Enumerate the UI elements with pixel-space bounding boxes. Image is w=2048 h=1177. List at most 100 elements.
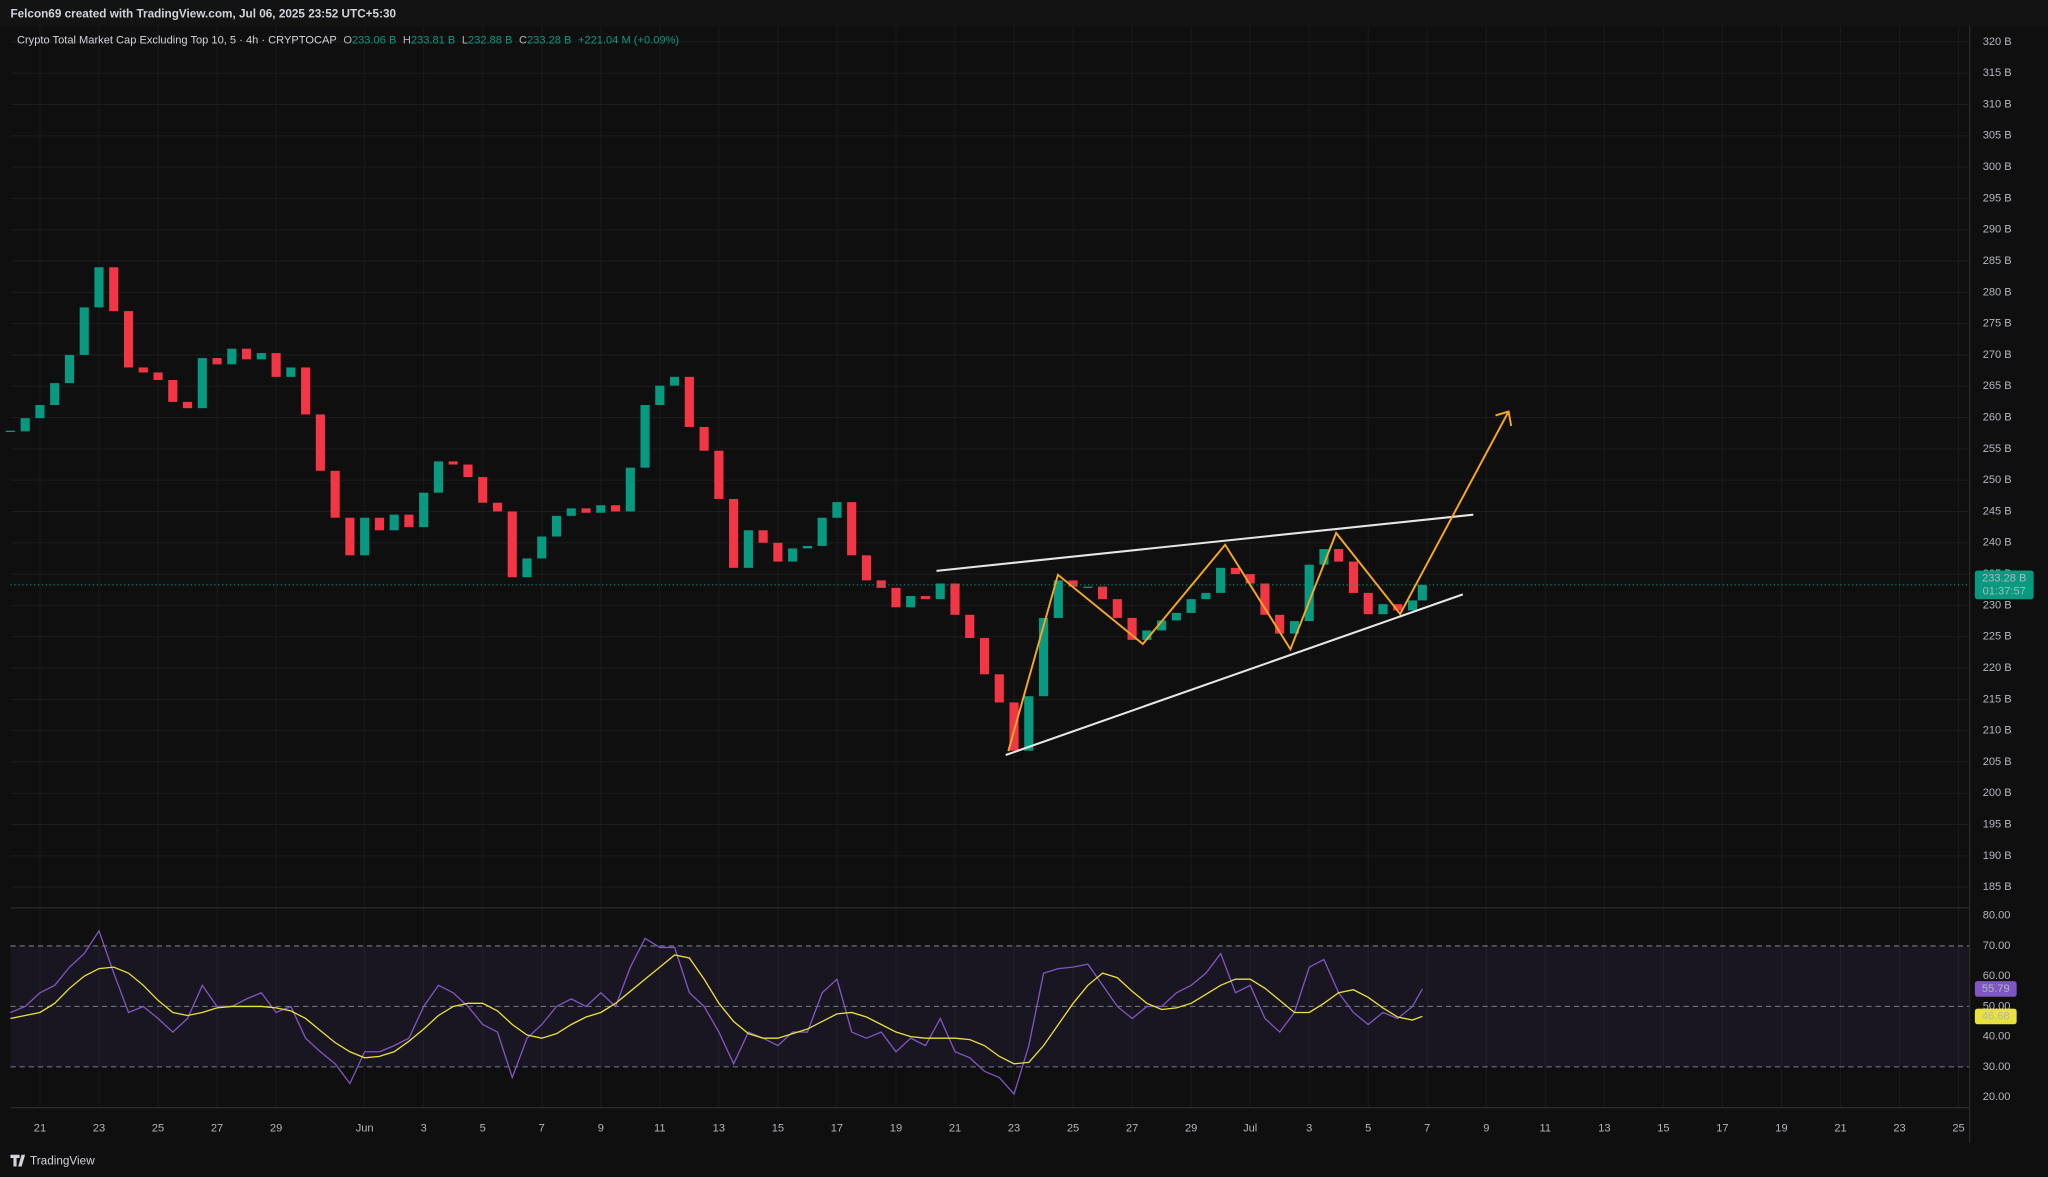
candle: [478, 477, 488, 503]
candle: [1289, 621, 1300, 634]
projection-path: [1007, 411, 1510, 752]
x-tick-label: 21: [1834, 1123, 1846, 1135]
candle: [507, 511, 517, 578]
candle: [5, 430, 16, 432]
candle: [655, 385, 665, 406]
rsi-pane: [10, 945, 1970, 1068]
ohlc-value: 233.28 B: [527, 35, 571, 47]
x-tick-label: 9: [598, 1123, 604, 1135]
x-tick-label: 27: [211, 1123, 223, 1135]
y-tick-label: 220 B: [1983, 662, 2012, 674]
x-tick-label: 3: [421, 1123, 427, 1135]
candle: [492, 502, 503, 512]
candle: [1393, 604, 1403, 611]
candle: [1216, 567, 1226, 593]
x-tick-label: Jun: [356, 1123, 374, 1135]
candle: [1348, 561, 1359, 593]
resistance-trendline: [936, 513, 1474, 572]
footer: TradingView: [10, 1154, 95, 1167]
author-line: Felcon69 created with TradingView.com, J…: [10, 8, 396, 21]
x-tick-label: 29: [270, 1123, 282, 1135]
x-tick-label: 13: [1598, 1123, 1610, 1135]
y-tick-label: 205 B: [1983, 756, 2012, 768]
brand-logo: [10, 1154, 26, 1167]
rsi-value-label: 55.79: [1982, 983, 2010, 995]
candle: [1009, 702, 1019, 751]
candle: [1157, 620, 1167, 631]
candle: [1083, 586, 1093, 588]
x-tick-label: 11: [1540, 1123, 1552, 1135]
y-tick-label: 280 B: [1983, 286, 2012, 298]
candle: [360, 517, 370, 556]
candle: [345, 517, 355, 556]
x-tick-label: 27: [1126, 1123, 1138, 1135]
x-tick-label: 25: [1067, 1123, 1079, 1135]
y-tick-label: 285 B: [1983, 255, 2012, 267]
candle: [920, 596, 931, 600]
candle: [1112, 599, 1122, 618]
x-tick-label: 21: [949, 1123, 961, 1135]
candle: [861, 555, 872, 581]
candle: [994, 674, 1004, 703]
x-tick-label: 9: [1483, 1123, 1489, 1135]
x-tick-label: 3: [1306, 1123, 1312, 1135]
candle: [537, 536, 547, 559]
y-tick-label: 210 B: [1983, 725, 2012, 737]
price-label-box: [1974, 570, 2034, 600]
ohlc-key: L: [462, 35, 468, 47]
candle: [433, 461, 444, 493]
candle: [743, 530, 753, 568]
candle: [773, 542, 783, 562]
x-tick-label: 21: [34, 1123, 46, 1135]
candle: [876, 580, 886, 588]
candle: [138, 367, 148, 373]
candle: [581, 508, 591, 513]
y-tick-label: 225 B: [1983, 631, 2012, 643]
candle: [20, 418, 30, 432]
x-tick-label: 7: [539, 1123, 545, 1135]
candle: [1186, 599, 1196, 613]
y-tick-label: 270 B: [1983, 349, 2012, 361]
candle: [463, 464, 473, 478]
candle: [64, 354, 75, 384]
x-tick-label: 7: [1424, 1123, 1430, 1135]
x-tick-label: 15: [1657, 1123, 1669, 1135]
axes: 185 B 190 B 195 B 200 B 205 B 210 B 215 B 220 B…: [34, 36, 2034, 1135]
y-tick-label: 240 B: [1983, 537, 2012, 549]
candle: [566, 508, 576, 516]
candle: [1378, 604, 1388, 615]
rsi-tick-label: 20.00: [1983, 1091, 2011, 1103]
rsi-line: [10, 929, 1423, 1096]
candle: [640, 405, 650, 468]
y-tick-label: 275 B: [1983, 318, 2012, 330]
candle: [123, 311, 134, 368]
candle: [1230, 567, 1240, 575]
candle: [935, 583, 945, 600]
y-tick-label: 295 B: [1983, 192, 2012, 204]
y-tick-label: 300 B: [1983, 161, 2012, 173]
x-tick-label: 19: [1775, 1123, 1787, 1135]
candle: [758, 530, 768, 543]
y-tick-label: 230 B: [1983, 599, 2012, 611]
candle: [389, 514, 399, 531]
y-tick-label: 265 B: [1983, 380, 2012, 392]
candle: [197, 358, 207, 409]
y-tick-label: 255 B: [1983, 443, 2012, 455]
candle: [729, 498, 739, 568]
candle: [256, 353, 266, 360]
candle: [79, 307, 89, 355]
x-tick-label: 19: [890, 1123, 902, 1135]
candle: [832, 502, 842, 518]
y-tick-label: 305 B: [1983, 130, 2012, 142]
y-tick-label: 245 B: [1983, 505, 2012, 517]
x-tick-label: Jul: [1243, 1123, 1257, 1135]
candle: [1053, 580, 1063, 618]
ohlc-key: C: [519, 35, 527, 47]
x-tick-label: 5: [480, 1123, 486, 1135]
x-tick-label: 17: [1716, 1123, 1728, 1135]
y-tick-label: 250 B: [1983, 474, 2012, 486]
candle: [522, 558, 532, 578]
rsi-tick-label: 70.00: [1983, 940, 2011, 952]
candle: [714, 450, 724, 499]
x-tick-label: 23: [1008, 1123, 1020, 1135]
